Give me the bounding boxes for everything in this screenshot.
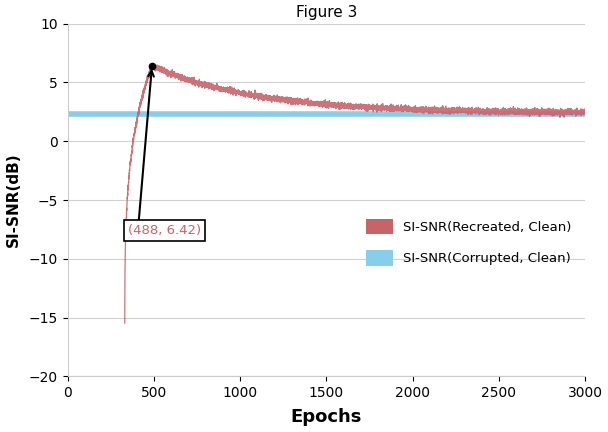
- Y-axis label: SI-SNR(dB): SI-SNR(dB): [5, 152, 21, 248]
- Line: SI-SNR(Recreated, Clean): SI-SNR(Recreated, Clean): [125, 64, 585, 323]
- Legend: SI-SNR(Recreated, Clean), SI-SNR(Corrupted, Clean): SI-SNR(Recreated, Clean), SI-SNR(Corrupt…: [360, 213, 578, 272]
- SI-SNR(Recreated, Clean): [581, 107, 589, 112]
- SI-SNR(Recreated, Clean): [576, 109, 584, 114]
- SI-SNR(Corrupted, Clean): [64, 111, 72, 117]
- SI-SNR(Recreated, Clean): [121, 321, 128, 326]
- SI-SNR(Recreated, Clean): [148, 61, 155, 67]
- Title: Figure 3: Figure 3: [295, 5, 357, 20]
- SI-SNR(Corrupted, Clean): [64, 111, 72, 117]
- X-axis label: Epochs: Epochs: [291, 408, 362, 426]
- SI-SNR(Recreated, Clean): [237, 89, 244, 94]
- SI-SNR(Recreated, Clean): [374, 105, 381, 110]
- SI-SNR(Recreated, Clean): [523, 108, 531, 114]
- Text: (488, 6.42): (488, 6.42): [128, 224, 201, 237]
- SI-SNR(Recreated, Clean): [367, 105, 374, 110]
- SI-SNR(Recreated, Clean): [141, 87, 148, 92]
